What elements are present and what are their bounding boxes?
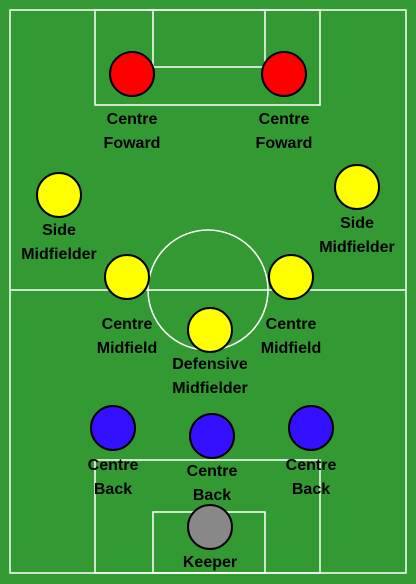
player-label-sm-left-line2: Midfielder [21,246,97,263]
player-marker-cb-right [288,405,334,451]
player-label-cb-mid-line1: Centre [187,463,238,480]
player-marker-cb-left [90,405,136,451]
player-label-dm-line2: Midfielder [172,380,248,397]
player-marker-cf-right [261,51,307,97]
player-cm-right: Centre Midfield [261,254,321,357]
top-goal-area [152,9,266,68]
player-label-dm-line1: Defensive [172,356,248,373]
players-layer: CentreFowardCentreFowardSideMidfielderSi… [21,51,395,571]
player-label-sm-right-line1: Side [340,215,374,232]
player-marker-sm-right [334,164,380,210]
player-marker-cf-left [109,51,155,97]
player-label-cm-right-line2: Midfield [261,340,321,357]
player-label-cf-left-line2: Foward [104,135,161,152]
player-label-cm-left-line1: Centre [102,316,153,333]
player-gk: Keeper [183,504,237,571]
player-cb-mid: Centre Back [187,413,238,504]
player-marker-cm-right [268,254,314,300]
player-marker-sm-left [36,172,82,218]
player-label-cf-right-line1: Centre [259,111,310,128]
player-sm-right: Side Midfielder [319,164,395,256]
player-cf-left: Centre Foward [104,51,161,152]
player-label-cb-mid-line2: Back [193,487,231,504]
player-cf-right: Centre Foward [256,51,313,152]
player-marker-dm [187,307,233,353]
player-marker-cm-left [104,254,150,300]
player-label-sm-left-line1: Side [42,222,76,239]
player-label-gk-line1: Keeper [183,554,237,571]
player-label-cm-right-line1: Centre [266,316,317,333]
player-label-cf-right-line2: Foward [256,135,313,152]
player-label-cb-left-line1: Centre [88,457,139,474]
player-cm-left: Centre Midfield [97,254,157,357]
player-dm: Defensive Midfielder [172,307,248,397]
player-label-cb-left-line2: Back [94,481,132,498]
player-label-sm-right-line2: Midfielder [319,239,395,256]
player-marker-cb-mid [189,413,235,459]
player-label-cb-right-line2: Back [292,481,330,498]
player-label-cm-left-line2: Midfield [97,340,157,357]
player-label-cb-right-line1: Centre [286,457,337,474]
player-cb-right: Centre Back [286,405,337,498]
player-marker-gk [187,504,233,550]
player-label-cf-left-line1: Centre [107,111,158,128]
player-sm-left: Side Midfielder [21,172,97,263]
player-cb-left: Centre Back [88,405,139,498]
